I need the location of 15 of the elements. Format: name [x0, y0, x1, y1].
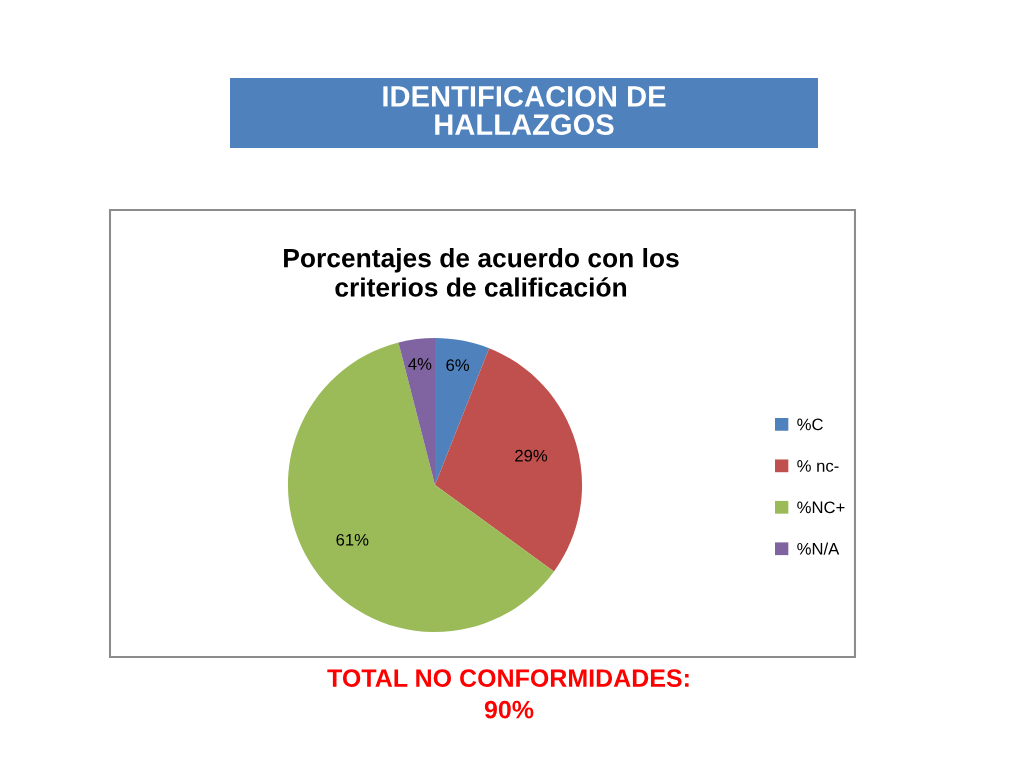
data-label: 61% [336, 533, 369, 546]
data-label: 6% [446, 359, 470, 372]
data-label: 4% [408, 358, 432, 370]
chart-title: IDENTIFICACION DE HALLAZGOS [383, 86, 666, 135]
pie-slice [435, 348, 583, 572]
text: TOTAL NO CONFORMIDADES: 90% [327, 669, 689, 719]
pie-slice [398, 337, 435, 485]
legend-label: %C [797, 418, 823, 431]
pie-slice [287, 342, 554, 633]
data-label: 29% [515, 449, 548, 462]
legend-label: % nc- [797, 460, 839, 472]
legend-label: %NC+ [797, 501, 845, 514]
legend-label: %N/A [797, 542, 840, 555]
chart-subtitle: Porcentajes de acuerdo con los criterios de calificación [284, 248, 679, 297]
pie-slice [435, 337, 490, 485]
